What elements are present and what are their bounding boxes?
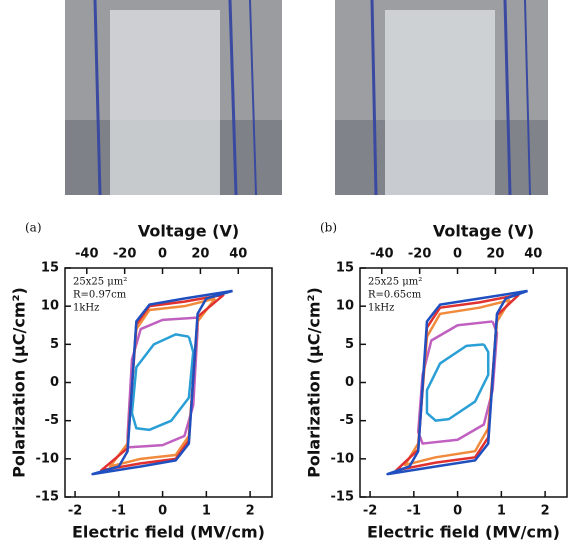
y-tick-label: 10: [41, 299, 59, 314]
x2-tick-label: 20: [191, 247, 209, 262]
y-tick-label: 5: [50, 337, 59, 352]
y-tick-label: -10: [36, 451, 60, 466]
hysteresis-loop: [395, 293, 520, 472]
panel-label: (b): [320, 221, 337, 235]
x2-tick-label: 40: [524, 247, 542, 262]
annotation: 1kHz: [73, 303, 99, 314]
y-tick-label: 15: [336, 261, 354, 276]
x2-tick-label: 20: [486, 247, 504, 262]
hysteresis-loop: [108, 297, 217, 468]
annotation: 25x25 μm²: [73, 277, 127, 288]
y-tick-label: 5: [345, 337, 354, 352]
x2-axis-title: Voltage (V): [138, 222, 239, 241]
x2-tick-label: -40: [370, 247, 394, 262]
y-tick-label: -15: [331, 490, 355, 505]
x-tick-label: 0: [453, 504, 462, 519]
y-tick-label: 0: [50, 375, 59, 390]
y-axis-title: Polarization (μC/cm²): [305, 287, 324, 478]
annotation: R=0.97cm: [73, 290, 127, 301]
x2-tick-label: 0: [453, 247, 462, 262]
y-tick-label: 15: [41, 261, 59, 276]
x2-tick-label: -20: [113, 247, 137, 262]
annotation: R=0.65cm: [368, 290, 422, 301]
panel-label: (a): [25, 221, 42, 235]
x-tick-label: 1: [202, 504, 211, 519]
y-tick-label: 0: [345, 375, 354, 390]
x-tick-label: -1: [112, 504, 126, 519]
y-tick-label: -10: [331, 451, 355, 466]
x-tick-label: 2: [541, 504, 550, 519]
x2-tick-label: -40: [75, 247, 99, 262]
x-tick-label: 0: [158, 504, 167, 519]
x2-axis-title: Voltage (V): [433, 222, 534, 241]
photo-left: [65, 0, 282, 196]
y-tick-label: 10: [336, 299, 354, 314]
y-tick-label: -5: [340, 413, 354, 428]
y-tick-label: -15: [36, 490, 60, 505]
hysteresis-loop: [425, 343, 490, 422]
x-tick-label: -2: [68, 504, 82, 519]
hysteresis-loop: [130, 333, 195, 432]
hysteresis-loop: [386, 289, 529, 476]
annotation: 1kHz: [368, 303, 394, 314]
x2-tick-label: -20: [408, 247, 432, 262]
y-tick-label: -5: [45, 413, 59, 428]
x-tick-label: -1: [407, 504, 421, 519]
photo-right: [335, 0, 548, 196]
annotation: 25x25 μm²: [368, 277, 422, 288]
x-tick-label: -2: [363, 504, 377, 519]
y-axis-title: Polarization (μC/cm²): [10, 287, 29, 478]
x2-tick-label: 0: [158, 247, 167, 262]
x-axis-title: Electric field (MV/cm): [367, 523, 560, 542]
x-axis-title: Electric field (MV/cm): [72, 523, 265, 542]
x-tick-label: 2: [246, 504, 255, 519]
x2-tick-label: 40: [229, 247, 247, 262]
x-tick-label: 1: [497, 504, 506, 519]
hysteresis-loop: [91, 289, 233, 476]
